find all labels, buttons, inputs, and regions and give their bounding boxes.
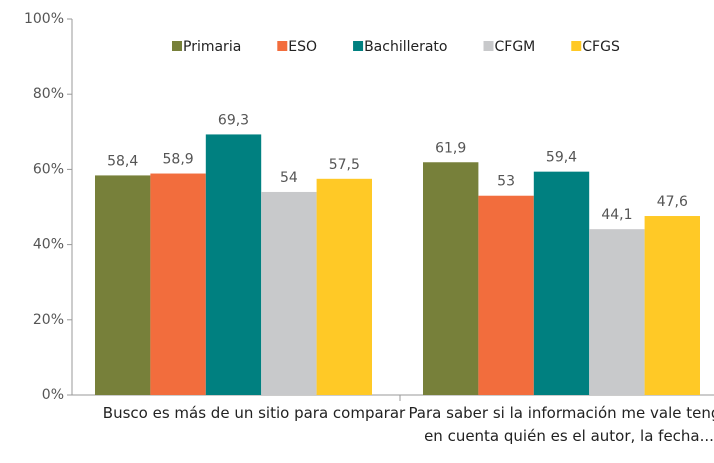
bar: [261, 191, 317, 395]
bar: [423, 162, 479, 395]
value-label: 47,6: [657, 194, 688, 210]
value-label: 61,9: [435, 140, 466, 156]
bar: [316, 178, 372, 395]
value-label: 58,4: [107, 153, 138, 169]
x-tick-label: Para saber si la información me vale ten…: [408, 404, 714, 445]
value-label: 58,9: [163, 152, 194, 168]
bar: [95, 175, 151, 395]
bar: [533, 171, 590, 395]
value-label: 54: [280, 170, 298, 186]
legend-swatch: [277, 41, 288, 51]
bar: [644, 216, 700, 395]
x-tick-label: Busco es más de un sitio para comparar: [102, 404, 406, 422]
legend-label: CFGM: [495, 39, 536, 55]
legend-label: CFGS: [582, 39, 620, 55]
y-tick-label: 0%: [42, 387, 64, 403]
legend-label: Bachillerato: [364, 39, 447, 55]
value-label: 53: [497, 174, 515, 190]
legend-swatch: [483, 41, 494, 51]
legend-swatch: [571, 41, 582, 51]
bar: [150, 173, 206, 395]
value-label: 69,3: [218, 112, 249, 128]
y-tick-label: 40%: [33, 237, 64, 253]
bar: [205, 134, 262, 395]
y-tick-label: 60%: [33, 161, 64, 177]
value-label: 44,1: [601, 207, 632, 223]
y-tick-label: 80%: [33, 86, 64, 102]
value-label: 57,5: [329, 157, 360, 173]
legend-label: Primaria: [183, 39, 241, 55]
bar: [478, 195, 534, 395]
y-tick-label: 20%: [33, 312, 64, 328]
value-label: 59,4: [546, 150, 577, 166]
legend-label: ESO: [288, 39, 317, 55]
legend-swatch: [353, 41, 364, 51]
legend-swatch: [172, 41, 182, 51]
y-tick-label: 100%: [24, 11, 64, 27]
bar: [589, 229, 645, 395]
